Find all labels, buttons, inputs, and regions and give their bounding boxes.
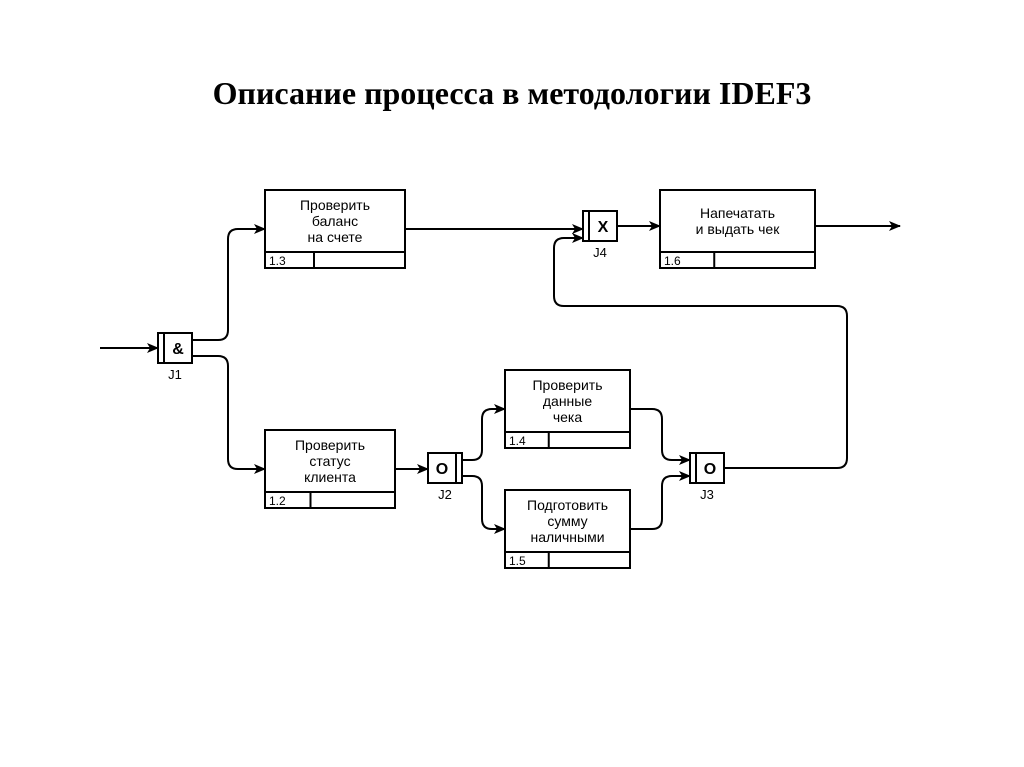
activity-n14: Проверитьданныечека 1.4 (505, 370, 630, 448)
idef3-diagram: &J1XJ4OJ2OJ3 Проверитьбалансна счете1.3Н… (0, 0, 1024, 767)
activity-n13: Проверитьбалансна счете 1.3 (265, 190, 405, 268)
activity-label: Проверить (300, 197, 370, 213)
edges-layer (100, 226, 900, 529)
edge-n15_j3 (630, 476, 690, 529)
activity-label: статус (309, 453, 350, 469)
activity-label: на счете (308, 229, 363, 245)
edge-j1_n12 (192, 356, 265, 469)
junction-symbol: X (598, 219, 609, 236)
activity-id: 1.6 (664, 254, 681, 268)
activity-label: баланс (312, 213, 358, 229)
junctions-layer: & J1 X J4 O J2 O J3 (158, 211, 724, 502)
activity-label: Подготовить (527, 497, 608, 513)
activity-id: 1.3 (269, 254, 286, 268)
edge-j2_n15 (462, 476, 505, 529)
junction-j4: X J4 (583, 211, 617, 260)
junction-label: J2 (438, 487, 452, 502)
junction-symbol: O (436, 461, 448, 478)
junction-label: J1 (168, 367, 182, 382)
activity-label: Проверить (532, 377, 602, 393)
activity-label: сумму (547, 513, 587, 529)
junction-symbol: & (172, 341, 184, 358)
junction-j2: O J2 (428, 453, 462, 502)
activity-label: Проверить (295, 437, 365, 453)
activity-id: 1.2 (269, 494, 286, 508)
activity-label: Напечатать (700, 205, 775, 221)
activity-id: 1.5 (509, 554, 526, 568)
edge-j1_n13 (192, 229, 265, 340)
activity-id: 1.4 (509, 434, 526, 448)
nodes-layer: Проверитьбалансна счете1.3Напечататьи вы… (265, 190, 815, 568)
activity-label: данные (543, 393, 592, 409)
junction-symbol: O (704, 461, 716, 478)
activity-label: и выдать чек (696, 221, 781, 237)
junction-label: J4 (593, 245, 607, 260)
activity-n12: Проверитьстатусклиента 1.2 (265, 430, 395, 508)
edge-n14_j3 (630, 409, 690, 460)
activity-label: клиента (304, 469, 356, 485)
activity-label: чека (553, 409, 583, 425)
activity-n15: Подготовитьсуммуналичными 1.5 (505, 490, 630, 568)
junction-label: J3 (700, 487, 714, 502)
edge-j2_n14 (462, 409, 505, 460)
activity-n16: Напечататьи выдать чек 1.6 (660, 190, 815, 268)
activity-label: наличными (530, 529, 604, 545)
junction-j3: O J3 (690, 453, 724, 502)
junction-j1: & J1 (158, 333, 192, 382)
